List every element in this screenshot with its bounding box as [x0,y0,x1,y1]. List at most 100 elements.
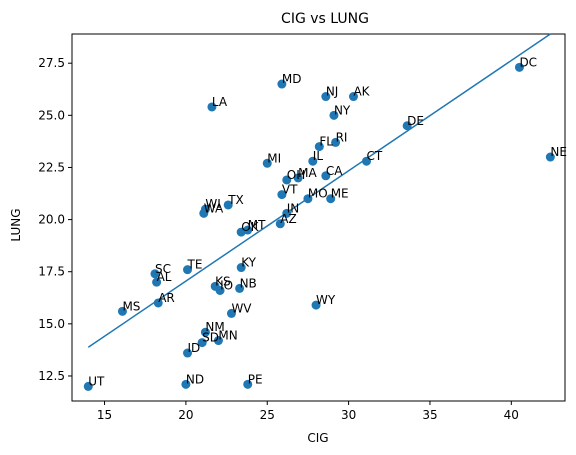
data-point-ca [321,171,331,181]
data-point-ct [361,156,371,166]
point-label-vt: VT [282,183,298,197]
point-label-al: AL [157,270,172,284]
point-label-wy: WY [316,293,336,307]
point-label-tx: TX [227,193,244,207]
y-tick-label: 27.5 [38,56,65,70]
data-point-ny [329,110,339,120]
y-axis-label: LUNG [9,208,23,241]
data-point-ut [83,381,93,391]
chart-title: CIG vs LUNG [281,11,369,27]
data-point-wy [311,300,321,310]
data-point-al [152,277,162,287]
point-label-mo: MO [308,187,328,201]
plot-frame [71,33,566,402]
data-point-mn [213,336,223,346]
data-point-dc [514,62,524,72]
x-tick-label: 15 [97,408,112,422]
data-point-az [275,219,285,229]
point-label-ri: RI [336,130,348,144]
data-point-in [282,208,292,218]
y-tick-label: 22.5 [38,160,65,174]
point-label-io: IO [220,278,233,292]
point-label-ma: MA [298,166,317,180]
x-tick-label: 40 [504,408,519,422]
point-label-de: DE [407,114,424,128]
data-point-tx [223,200,233,210]
point-label-sc: SC [155,262,171,276]
point-label-oh: OH [287,168,305,182]
point-label-te: TE [187,258,203,272]
data-point-ky [236,263,246,273]
data-point-nj [321,92,331,102]
point-label-ak: AK [353,85,370,99]
data-point-ar [153,298,163,308]
data-point-md [277,79,287,89]
data-point-pe [243,379,253,389]
x-axis-label: CIG [307,431,328,445]
data-point-sd [197,338,207,348]
y-tick-label: 17.5 [38,265,65,279]
data-point-nb [235,283,245,293]
data-point-mi [262,158,272,168]
data-point-ms [117,306,127,316]
point-label-mi: MI [267,151,281,165]
point-label-ms: MS [122,299,140,313]
point-label-nm: NM [205,320,224,334]
trend-line-group [87,33,551,348]
point-label-id: ID [188,341,201,355]
point-label-wi: WI [205,197,220,211]
data-point-te [183,265,193,275]
point-label-nj: NJ [326,85,339,99]
data-point-vt [277,190,287,200]
data-point-wa [199,208,209,218]
point-label-ky: KY [241,256,256,270]
data-point-mt [243,225,253,235]
data-point-wv [226,308,236,318]
point-label-mn: MN [218,329,237,343]
data-point-ri [331,137,341,147]
point-label-la: LA [212,95,228,109]
x-tick-label: 20 [178,408,193,422]
y-tick-label: 25.0 [38,108,65,122]
x-axis: 15 20 25 30 35 40 [97,401,519,422]
data-point-ne [545,152,555,162]
data-point-de [402,121,412,131]
point-label-mt: MT [248,218,266,232]
data-point-me [326,194,336,204]
point-label-ok: OK [241,220,259,234]
point-label-wa: WA [204,201,224,215]
point-label-il: IL [313,149,324,163]
data-point-ma [293,173,303,183]
data-point-nm [200,327,210,337]
point-label-dc: DC [519,55,537,69]
points-group [83,62,555,391]
x-tick-label: 25 [260,408,275,422]
point-label-in: IN [287,201,300,215]
point-label-ar: AR [158,291,175,305]
point-label-nb: NB [240,276,257,290]
data-point-il [308,156,318,166]
point-label-ks: KS [215,274,231,288]
data-point-ak [348,92,358,102]
y-tick-label: 15.0 [38,317,65,331]
data-point-fl [314,142,324,152]
x-tick-label: 30 [341,408,356,422]
point-label-ca: CA [326,164,343,178]
point-label-fl: FL [319,135,333,149]
point-label-wv: WV [231,301,252,315]
point-label-ut: UT [88,374,105,388]
data-point-oh [282,175,292,185]
point-label-ne: NE [550,145,567,159]
point-label-ct: CT [366,149,382,163]
point-label-az: AZ [280,212,296,226]
data-point-mo [303,194,313,204]
data-point-sc [150,269,160,279]
data-point-id [183,348,193,358]
point-label-pe: PE [248,372,263,386]
y-tick-label: 12.5 [38,369,65,383]
data-point-la [207,102,217,112]
trend-line [87,33,551,348]
